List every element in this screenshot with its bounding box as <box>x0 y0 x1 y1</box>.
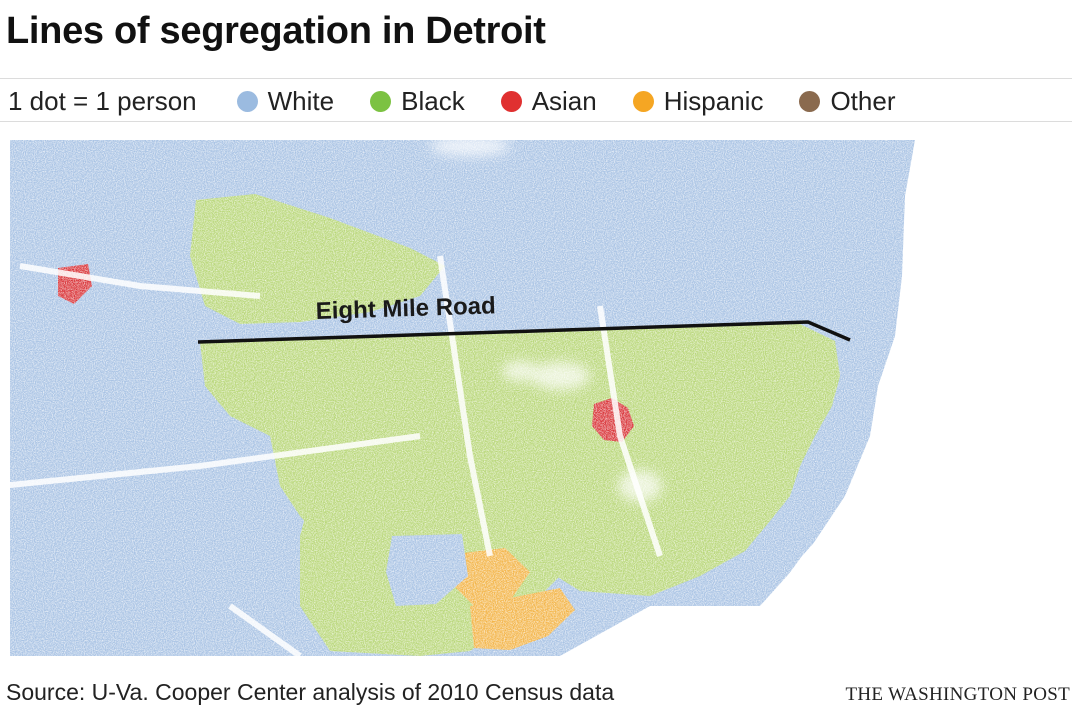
asian-population-cluster <box>592 398 634 442</box>
hispanic-population-cluster <box>452 548 530 606</box>
asian-dot-icon <box>500 90 522 112</box>
highway <box>19 263 261 299</box>
legend-divider <box>0 121 1072 122</box>
legend-item-other: Other <box>799 86 895 117</box>
legend-label: Other <box>830 85 896 116</box>
road-label: Eight Mile Road <box>315 292 496 325</box>
hispanic-population-cluster <box>470 588 575 650</box>
legend-scale: 1 dot = 1 person <box>8 85 197 116</box>
park-area <box>618 470 662 502</box>
map-title: Lines of segregation in Detroit <box>6 10 546 52</box>
highway <box>0 433 421 489</box>
black-dot-icon <box>370 90 392 112</box>
dot-density-map: Eight Mile Road <box>0 136 1080 660</box>
white-population-region <box>386 534 468 606</box>
white-dot-icon <box>236 90 258 112</box>
source-note: Source: U-Va. Cooper Center analysis of … <box>6 679 615 705</box>
legend-label: Asian <box>531 85 597 116</box>
legend-item-hispanic: Hispanic <box>632 85 764 117</box>
other-dot-icon <box>799 90 821 112</box>
legend-label: White <box>267 85 335 116</box>
park-area <box>502 361 538 381</box>
legend-label: Hispanic <box>663 85 764 116</box>
legend-label: Black <box>401 85 465 116</box>
black-population-region <box>190 194 445 324</box>
legend-item-black: Black <box>370 86 465 117</box>
highway <box>597 305 663 557</box>
highway <box>228 603 302 659</box>
detroit-river <box>590 136 1080 660</box>
publisher-credit: THE WASHINGTON POST <box>845 684 1070 705</box>
legend: 1 dot = 1 person White Black Asian Hispa… <box>8 84 931 118</box>
park-area <box>430 136 510 156</box>
legend-item-asian: Asian <box>500 85 597 117</box>
park-area <box>530 362 590 390</box>
highway <box>437 255 493 557</box>
hispanic-dot-icon <box>632 90 654 112</box>
top-divider <box>0 78 1072 79</box>
eight-mile-road-line <box>197 320 851 344</box>
legend-item-white: White <box>236 85 335 117</box>
